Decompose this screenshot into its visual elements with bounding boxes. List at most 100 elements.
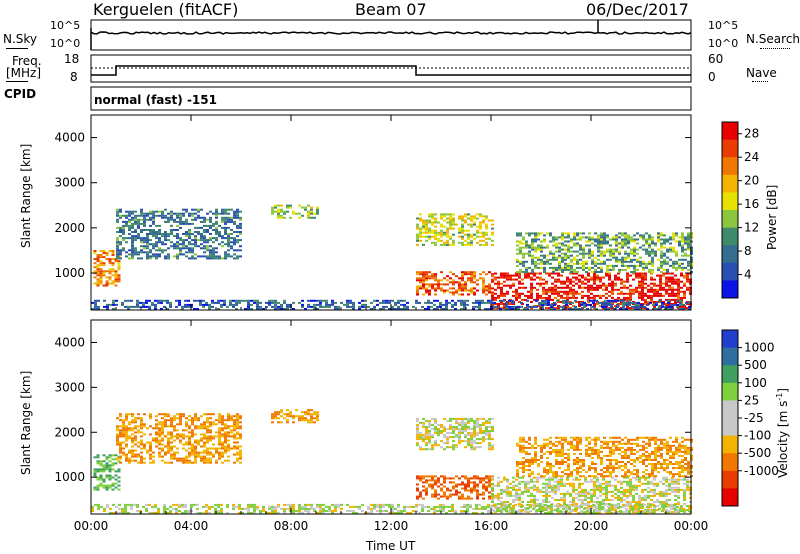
data-cell xyxy=(433,308,436,310)
data-cell xyxy=(161,439,164,442)
data-cell xyxy=(491,444,494,447)
data-cell xyxy=(674,480,677,483)
data-cell xyxy=(565,303,568,306)
data-cell xyxy=(666,271,669,273)
data-cell xyxy=(173,229,176,231)
data-cell xyxy=(227,459,230,462)
data-cell xyxy=(558,463,561,465)
data-cell xyxy=(182,413,185,416)
data-cell xyxy=(661,305,664,308)
data-cell xyxy=(678,258,681,261)
data-cell xyxy=(644,276,647,279)
data-cell xyxy=(280,210,283,213)
data-cell xyxy=(119,249,122,252)
data-cell xyxy=(364,299,367,302)
data-cell xyxy=(358,305,361,308)
data-cell xyxy=(587,280,590,283)
data-cell xyxy=(197,441,200,444)
data-cell xyxy=(546,457,549,459)
data-cell xyxy=(473,448,476,451)
data-cell xyxy=(239,226,242,229)
data-cell xyxy=(271,305,274,308)
data-cell xyxy=(185,222,188,225)
data-cell xyxy=(164,435,167,438)
data-cell xyxy=(540,266,543,269)
data-cell xyxy=(194,216,197,219)
data-cell xyxy=(626,296,629,299)
data-cell xyxy=(349,305,352,308)
data-cell xyxy=(179,415,182,418)
data-cell xyxy=(567,254,570,257)
data-cell xyxy=(476,417,479,420)
data-cell xyxy=(212,447,215,450)
data-cell xyxy=(674,494,677,497)
data-cell xyxy=(646,303,649,306)
data-cell xyxy=(563,282,566,285)
data-cell xyxy=(567,467,570,470)
data-cell xyxy=(209,253,212,256)
data-cell xyxy=(182,233,185,235)
data-cell xyxy=(536,505,539,507)
data-cell xyxy=(612,248,615,251)
data-cell xyxy=(554,499,557,501)
data-cell xyxy=(543,442,546,445)
data-cell xyxy=(491,499,494,501)
data-cell xyxy=(193,299,196,302)
data-cell xyxy=(488,421,491,424)
data-cell xyxy=(529,305,532,308)
data-cell xyxy=(164,220,167,223)
data-cell xyxy=(555,461,558,463)
data-cell xyxy=(537,248,540,251)
data-cell xyxy=(641,274,644,277)
data-cell xyxy=(648,236,651,239)
data-cell xyxy=(599,490,602,493)
data-cell xyxy=(227,419,230,422)
data-cell xyxy=(551,272,554,275)
data-cell xyxy=(670,305,673,308)
data-cell xyxy=(610,303,613,306)
data-cell xyxy=(663,238,666,241)
data-cell xyxy=(642,234,645,237)
data-cell xyxy=(583,305,586,308)
data-cell xyxy=(470,442,473,445)
data-cell xyxy=(209,429,212,432)
data-cell xyxy=(528,438,531,441)
data-cell xyxy=(149,445,152,448)
data-cell xyxy=(164,445,167,448)
data-cell xyxy=(482,279,485,282)
data-cell xyxy=(184,303,187,306)
data-cell xyxy=(663,234,666,237)
data-cell xyxy=(479,481,482,484)
data-cell xyxy=(170,214,173,217)
data-cell xyxy=(131,441,134,444)
data-cell xyxy=(419,217,422,220)
data-cell xyxy=(422,243,425,246)
data-cell xyxy=(419,227,422,230)
data-cell xyxy=(445,303,448,306)
data-cell xyxy=(431,428,434,430)
data-cell xyxy=(277,411,280,414)
data-cell xyxy=(128,226,131,229)
data-cell xyxy=(578,284,581,287)
data-cell xyxy=(215,233,218,235)
data-cell xyxy=(102,470,106,473)
data-cell xyxy=(128,212,131,215)
data-cell xyxy=(659,274,662,277)
data-cell xyxy=(608,480,611,483)
data-cell xyxy=(470,489,473,492)
data-cell xyxy=(221,445,224,448)
data-cell xyxy=(608,482,611,485)
data-cell xyxy=(546,254,549,257)
data-cell xyxy=(467,229,470,232)
data-cell xyxy=(436,308,439,310)
data-cell xyxy=(96,268,100,271)
data-cell xyxy=(488,289,491,292)
data-cell xyxy=(467,421,470,424)
data-cell xyxy=(558,452,561,455)
data-cell xyxy=(449,235,452,238)
data-cell xyxy=(527,290,530,293)
data-cell xyxy=(170,233,173,235)
data-cell xyxy=(102,270,106,273)
data-cell xyxy=(539,476,542,479)
data-cell xyxy=(134,431,137,434)
